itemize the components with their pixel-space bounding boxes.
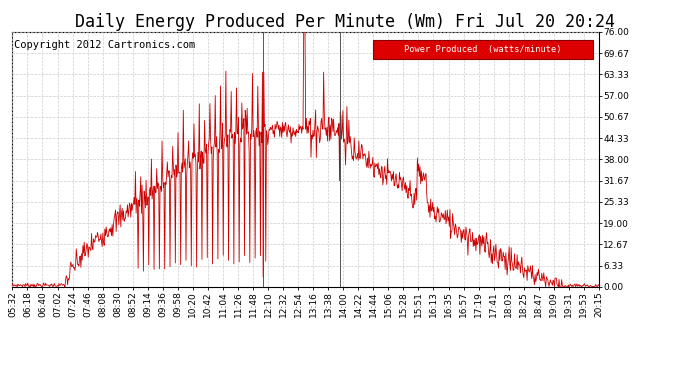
FancyBboxPatch shape	[373, 40, 593, 59]
Text: Copyright 2012 Cartronics.com: Copyright 2012 Cartronics.com	[14, 39, 195, 50]
Text: Power Produced  (watts/minute): Power Produced (watts/minute)	[404, 45, 562, 54]
Text: Daily Energy Produced Per Minute (Wm) Fri Jul 20 20:24: Daily Energy Produced Per Minute (Wm) Fr…	[75, 13, 615, 31]
